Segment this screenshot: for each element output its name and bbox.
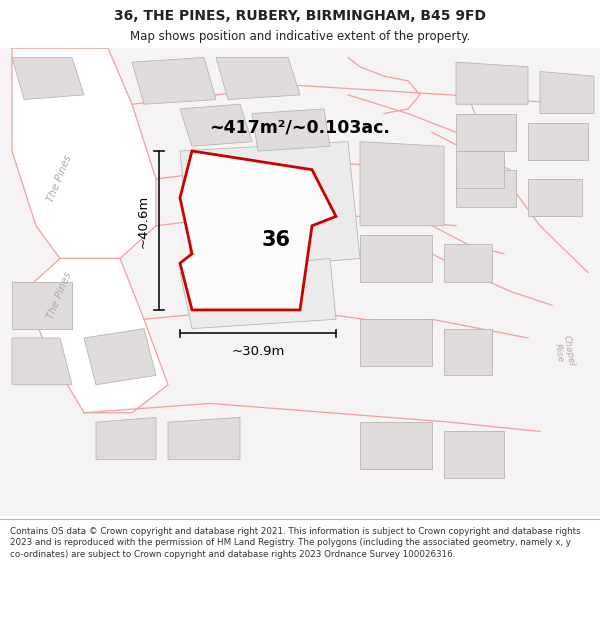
Polygon shape (444, 244, 492, 282)
Polygon shape (180, 142, 360, 272)
Polygon shape (216, 58, 300, 99)
Polygon shape (528, 179, 582, 216)
Polygon shape (132, 58, 216, 104)
Polygon shape (12, 282, 72, 329)
Polygon shape (456, 169, 516, 207)
Text: Chapel
Rise: Chapel Rise (552, 335, 576, 369)
Polygon shape (360, 319, 432, 366)
Text: 36: 36 (262, 230, 290, 250)
Text: The Pines: The Pines (46, 154, 74, 204)
Text: The Pines: The Pines (46, 271, 74, 321)
Polygon shape (252, 109, 330, 151)
Polygon shape (24, 259, 168, 412)
Polygon shape (456, 114, 516, 151)
Polygon shape (180, 259, 336, 329)
Text: ~30.9m: ~30.9m (232, 345, 284, 358)
Polygon shape (0, 48, 600, 516)
Polygon shape (12, 338, 72, 385)
Text: Map shows position and indicative extent of the property.: Map shows position and indicative extent… (130, 30, 470, 43)
Text: 36, THE PINES, RUBERY, BIRMINGHAM, B45 9FD: 36, THE PINES, RUBERY, BIRMINGHAM, B45 9… (114, 9, 486, 22)
Polygon shape (12, 58, 84, 99)
Polygon shape (456, 151, 504, 188)
Polygon shape (444, 431, 504, 478)
Text: Contains OS data © Crown copyright and database right 2021. This information is : Contains OS data © Crown copyright and d… (10, 526, 581, 559)
Polygon shape (456, 62, 528, 104)
Polygon shape (360, 142, 444, 226)
Text: ~417m²/~0.103ac.: ~417m²/~0.103ac. (209, 119, 391, 137)
Polygon shape (444, 329, 492, 376)
Polygon shape (540, 71, 594, 114)
Polygon shape (12, 48, 156, 259)
Polygon shape (84, 329, 156, 385)
Polygon shape (180, 151, 336, 310)
Polygon shape (528, 123, 588, 161)
Text: ~40.6m: ~40.6m (137, 194, 150, 248)
Polygon shape (180, 104, 252, 146)
Polygon shape (96, 418, 156, 459)
Polygon shape (168, 418, 240, 459)
Polygon shape (360, 235, 432, 282)
Polygon shape (360, 422, 432, 469)
